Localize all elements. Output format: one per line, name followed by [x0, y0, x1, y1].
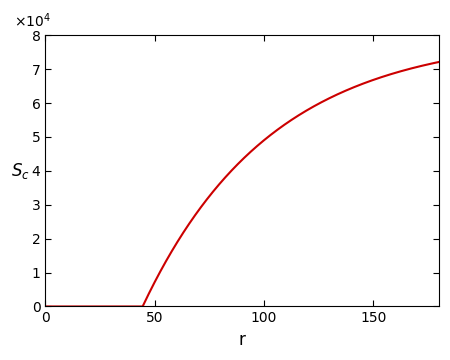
X-axis label: r: r [238, 331, 246, 349]
Text: $\times 10^4$: $\times 10^4$ [14, 11, 51, 30]
Y-axis label: $S_c$: $S_c$ [11, 161, 30, 181]
